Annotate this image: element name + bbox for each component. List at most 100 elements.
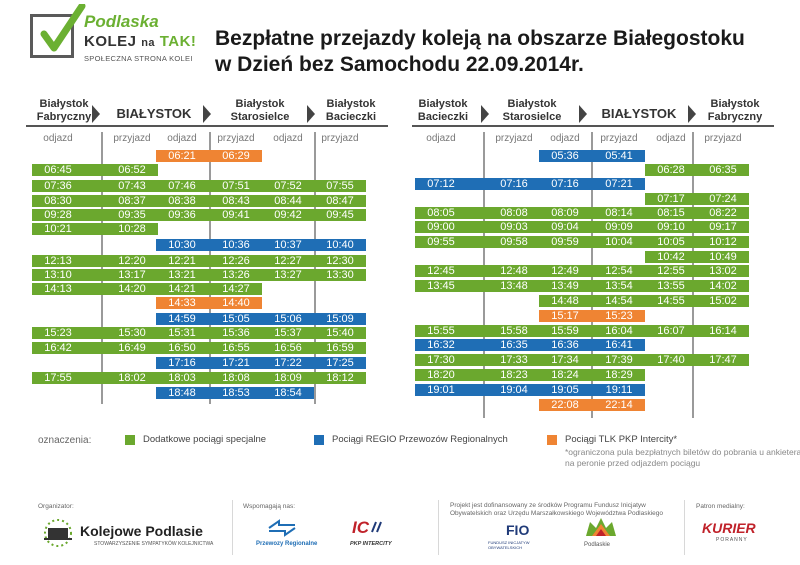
time-cell: 09:10 [657, 221, 685, 233]
time-cell: 15:55 [427, 325, 455, 337]
logo-line1: Podlaska [84, 12, 159, 31]
time-cell: 09:36 [168, 209, 196, 221]
time-cell: 07:36 [44, 180, 72, 192]
time-cell: 10:04 [605, 236, 633, 248]
column-subheader: odjazd [43, 133, 73, 144]
train-row: 07:36 07:43 07:46 07:51 07:52 07:55 [32, 180, 366, 192]
time-cell: 16:35 [500, 339, 528, 351]
time-cell: 07:17 [657, 193, 685, 205]
time-cell: 09:58 [500, 236, 528, 248]
time-cell: 07:24 [709, 193, 737, 205]
kurier-logo: KURIER [702, 520, 756, 536]
time-cell: 13:54 [605, 280, 633, 292]
time-cell: 07:21 [605, 178, 633, 190]
column-subheader: przyjazd [495, 133, 533, 144]
legend-green-text: Dodatkowe pociągi specjalne [143, 434, 267, 445]
time-cell: 18:54 [274, 387, 302, 399]
station-header: Białystok Starosielce [230, 98, 290, 123]
check-icon [40, 4, 86, 52]
time-cell: 14:55 [657, 295, 685, 307]
time-cell: 08:30 [44, 195, 72, 207]
time-cell: 08:44 [274, 195, 302, 207]
page-title: Bezpłatne przejazdy koleją na obszarze B… [215, 27, 745, 76]
train-row: 13:10 13:17 13:21 13:26 13:27 13:30 [32, 269, 366, 281]
train-row: 13:45 13:48 13:49 13:54 13:55 14:02 [415, 280, 749, 292]
legend-orange-swatch [547, 435, 557, 445]
arrow-right-icon [688, 105, 696, 123]
time-cell: 12:20 [118, 255, 146, 267]
station-header: BIAŁYSTOK [116, 106, 192, 121]
przewozy-name: Przewozy Regionalne [256, 541, 318, 547]
time-cell: 10:40 [326, 239, 354, 251]
time-cell: 08:47 [326, 195, 354, 207]
time-cell: 13:30 [326, 269, 354, 281]
time-cell: 18:08 [222, 372, 250, 384]
column-subheader: odjazd [550, 133, 580, 144]
time-cell: 07:16 [500, 178, 528, 190]
train-row: 06:45 06:52 [32, 164, 158, 176]
organizer-label: Organizator: [38, 503, 74, 510]
time-cell: 19:05 [551, 384, 579, 396]
time-cell: 10:05 [657, 236, 685, 248]
train-row: 14:59 15:05 15:06 15:09 [156, 313, 366, 325]
time-cell: 14:59 [168, 313, 196, 325]
logo-tagline: SPOŁECZNA STRONA KOLEI [84, 54, 193, 63]
train-row: 17:55 18:02 18:03 18:08 18:09 18:12 [32, 372, 366, 384]
podlaskie-logo-icon [586, 518, 616, 536]
column-subheader: przyjazd [113, 133, 151, 144]
train-row: 18:20 18:23 18:24 18:29 [415, 369, 645, 381]
time-cell: 17:39 [605, 354, 633, 366]
kurier-sub: PORANNY [716, 537, 748, 543]
legend-note: *ograniczona pula bezpłatnych biletów do… [565, 447, 800, 468]
przewozy-logo-icon [268, 519, 296, 537]
legend-green-swatch [125, 435, 135, 445]
time-cell: 16:04 [605, 325, 633, 337]
time-cell: 18:24 [551, 369, 579, 381]
time-cell: 13:45 [427, 280, 455, 292]
train-row: 10:42 10:49 [645, 251, 749, 263]
time-cell: 12:21 [168, 255, 196, 267]
time-cell: 09:04 [551, 221, 579, 233]
time-cell: 06:28 [657, 164, 685, 176]
time-cell: 17:33 [500, 354, 528, 366]
time-cell: 13:21 [168, 269, 196, 281]
arrow-right-icon [203, 105, 211, 123]
time-cell: 15:58 [500, 325, 528, 337]
time-cell: 17:30 [427, 354, 455, 366]
time-cell: 08:15 [657, 207, 685, 219]
time-cell: 10:28 [118, 223, 146, 235]
footer-divider [232, 500, 233, 555]
time-cell: 18:12 [326, 372, 354, 384]
time-cell: 16:49 [118, 342, 146, 354]
time-cell: 15:59 [551, 325, 579, 337]
time-cell: 13:02 [709, 265, 737, 277]
time-cell: 14:13 [44, 283, 72, 295]
column-subheader: odjazd [656, 133, 686, 144]
support-label: Wspomagają nas: [243, 503, 296, 510]
station-header: BIAŁYSTOK [601, 106, 677, 121]
time-cell: 09:17 [709, 221, 737, 233]
time-cell: 18:23 [500, 369, 528, 381]
time-cell: 19:04 [500, 384, 528, 396]
legend-blue-text: Pociągi REGIO Przewozów Regionalnych [332, 434, 508, 445]
time-cell: 18:20 [427, 369, 455, 381]
time-cell: 16:07 [657, 325, 685, 337]
train-icon [44, 519, 72, 547]
time-cell: 07:16 [551, 178, 579, 190]
time-cell: 19:11 [605, 384, 633, 396]
time-cell: 18:02 [118, 372, 146, 384]
time-cell: 09:03 [500, 221, 528, 233]
time-cell: 15:23 [44, 327, 72, 339]
column-divider [209, 132, 211, 404]
organizer-sub: STOWARZYSZENIE SYMPATYKÓW KOLEJNICTWA [94, 541, 214, 547]
time-cell: 15:30 [118, 327, 146, 339]
train-row: 12:45 12:48 12:49 12:54 12:55 13:02 [415, 265, 749, 277]
time-cell: 16:42 [44, 342, 72, 354]
time-cell: 06:21 [168, 150, 196, 162]
train-row: 06:21 06:29 [156, 150, 262, 162]
fio-sub: FUNDUSZ INICJATYW OBYWATELSKICH [488, 540, 530, 550]
time-cell: 18:29 [605, 369, 633, 381]
station-header: Białystok Bacieczki [417, 98, 469, 123]
intercity-logo: IC [352, 518, 369, 537]
time-cell: 09:55 [427, 236, 455, 248]
